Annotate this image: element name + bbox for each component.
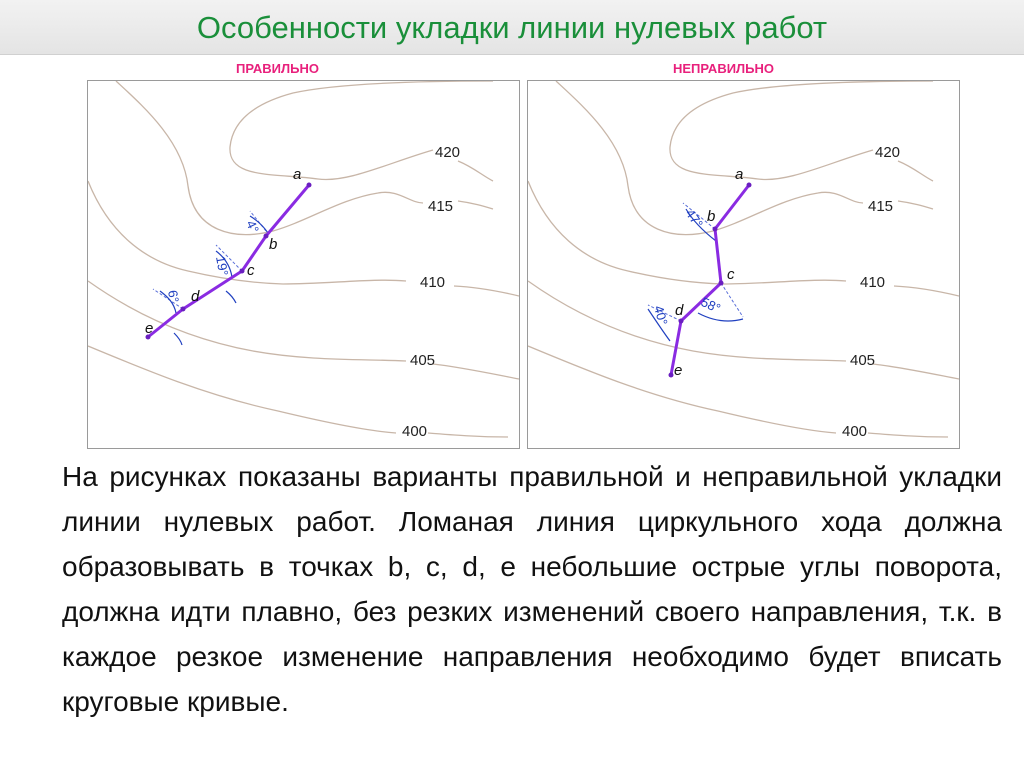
- angle-guide: [682, 202, 716, 230]
- elevation-label: 400: [842, 423, 867, 440]
- point-label-d: d: [191, 288, 200, 305]
- point-label-c: c: [727, 266, 735, 283]
- angle-arc: [225, 290, 237, 304]
- angle-arc: [647, 308, 671, 342]
- point-label-a: a: [735, 166, 743, 183]
- slide-title: Особенности укладки линии нулевых работ: [196, 10, 828, 45]
- route-point: [678, 318, 684, 324]
- angle-guide: [647, 304, 682, 322]
- angle-arc: [173, 332, 183, 346]
- elevation-label: 420: [435, 144, 460, 161]
- angle-label: 58°: [699, 294, 723, 316]
- route-point: [180, 306, 186, 312]
- elevation-label: 410: [420, 274, 445, 291]
- point-label-c: c: [247, 262, 255, 279]
- point-label-d: d: [675, 302, 684, 319]
- angle-guide: [249, 210, 267, 232]
- route-point: [145, 334, 151, 340]
- elevation-label: 405: [410, 352, 435, 369]
- angle-label: 4°: [243, 218, 262, 236]
- point-label-b: b: [269, 236, 277, 253]
- route-point: [718, 280, 724, 286]
- angle-label: 19°: [213, 255, 231, 277]
- contour-405-tail: [872, 363, 959, 380]
- contour-map-incorrect: 420 415 410 405 400 a b c d e 47° 58° 40…: [528, 81, 959, 440]
- point-label-b: b: [707, 208, 715, 225]
- contour-415-tail: [897, 200, 934, 210]
- contour-415-tail: [457, 200, 494, 210]
- contour-405: [528, 280, 847, 362]
- angle-label: 6°: [165, 289, 182, 304]
- contour-410: [528, 180, 847, 285]
- contour-420-tail: [457, 160, 494, 182]
- contour-410-tail: [453, 285, 519, 297]
- elevation-label: 405: [850, 352, 875, 369]
- diagram-incorrect: 420 415 410 405 400 a b c d e 47° 58° 40…: [527, 80, 960, 449]
- contour-415: [115, 81, 424, 236]
- angle-arc: [697, 312, 744, 322]
- elevation-label: 420: [875, 144, 900, 161]
- angle-arc: [159, 290, 177, 314]
- contour-map-correct: 420 415 410 405 400 a b c d e 4° 19° 6°: [88, 81, 519, 440]
- contour-420-tail: [897, 160, 934, 182]
- description-paragraph: На рисунках показаны варианты правильной…: [62, 461, 1002, 717]
- contour-405-tail: [432, 363, 519, 380]
- route-point: [306, 182, 312, 188]
- contour-400: [528, 345, 837, 434]
- angle-arc: [685, 208, 717, 242]
- route-point: [712, 226, 718, 232]
- angle-guide: [152, 288, 184, 310]
- label-incorrect: НЕПРАВИЛЬНО: [673, 61, 775, 76]
- title-bar: [0, 0, 1024, 55]
- contour-420: [669, 81, 934, 181]
- angle-guide: [720, 282, 744, 318]
- elevation-label: 415: [868, 198, 893, 215]
- elevation-label: 415: [428, 198, 453, 215]
- contour-410-tail: [893, 285, 959, 297]
- label-correct: ПРАВИЛЬНО: [236, 61, 319, 76]
- route-point: [668, 372, 674, 378]
- angle-guide: [215, 244, 243, 272]
- angle-arc: [249, 215, 269, 234]
- route-point: [746, 182, 752, 188]
- contour-400-tail: [867, 432, 949, 438]
- route-point: [263, 233, 269, 239]
- point-label-a: a: [293, 166, 301, 183]
- contour-400: [88, 345, 397, 434]
- contour-420: [229, 81, 494, 181]
- diagram-correct: 420 415 410 405 400 a b c d e 4° 19° 6°: [87, 80, 520, 449]
- elevation-label: 410: [860, 274, 885, 291]
- contour-400-tail: [427, 432, 509, 438]
- angle-label: 40°: [651, 304, 671, 327]
- contour-415: [555, 81, 864, 236]
- point-label-e: e: [145, 320, 153, 337]
- elevation-label: 400: [402, 423, 427, 440]
- contour-405: [88, 280, 407, 362]
- route-point: [239, 268, 245, 274]
- angle-arc: [215, 250, 233, 278]
- point-label-e: e: [674, 362, 682, 379]
